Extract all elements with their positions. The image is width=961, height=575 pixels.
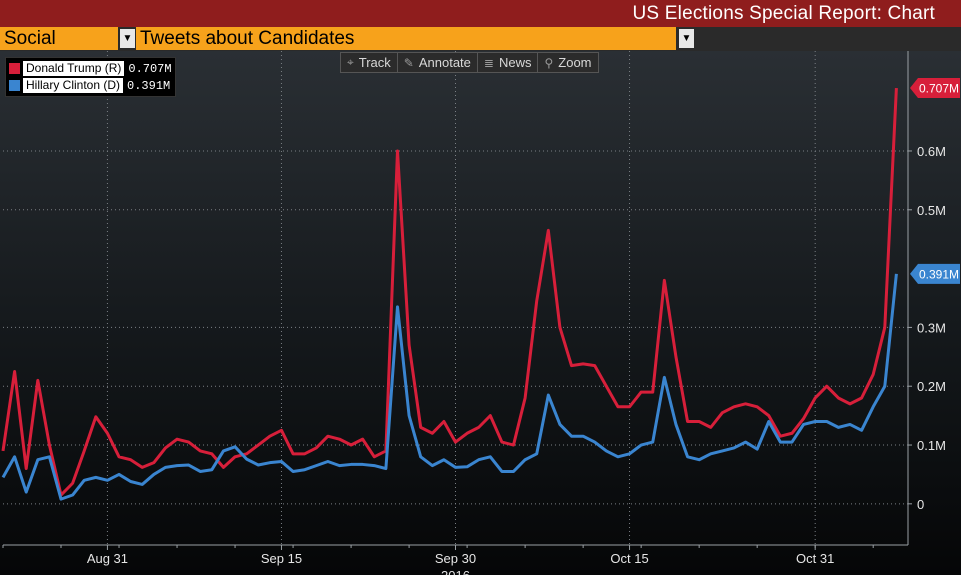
legend-value-trump: 0.707M: [128, 61, 172, 76]
x-tick-label: Sep 15: [261, 551, 302, 566]
category-dropdown-value: Social: [4, 28, 56, 49]
y-tick-label: 0.2M: [917, 379, 946, 394]
annotate-button[interactable]: ✎ Annotate: [398, 53, 478, 72]
y-tick-label: 0.3M: [917, 320, 946, 335]
x-tick-label: Oct 15: [610, 551, 648, 566]
pencil-icon: ✎: [403, 55, 414, 70]
line-chart[interactable]: 0 0.1M 0.2M 0.3M 0.5M 0.6M Aug 31 Sep 15 Sep 30 O…: [0, 51, 961, 575]
last-value-tag-bg-clinton: [910, 263, 960, 284]
series-line-clinton[interactable]: [1, 273, 898, 501]
y-tick-label: 0.1M: [917, 438, 946, 453]
category-dropdown[interactable]: Social: [0, 27, 118, 50]
window-title: US Elections Special Report: Chart: [632, 3, 935, 24]
category-chevron-down-icon[interactable]: ▼: [120, 29, 135, 48]
legend-name-clinton: Hillary Clinton (D): [23, 78, 124, 93]
news-button[interactable]: ≣ News: [478, 53, 539, 72]
x-tick-label: Oct 31: [796, 551, 834, 566]
track-label: Track: [358, 55, 391, 70]
last-value-tag-trump: 0.707M: [910, 78, 960, 99]
metric-chevron-down-icon[interactable]: ▼: [679, 29, 694, 48]
grid-layer: [3, 51, 908, 545]
axis-layer: [2, 51, 912, 550]
series-layer: [1, 87, 898, 501]
annotate-label: Annotate: [418, 55, 471, 70]
x-tick-label: Sep 30: [435, 551, 476, 566]
track-button[interactable]: ⌖ Track: [341, 53, 398, 72]
news-icon: ≣: [483, 55, 494, 70]
series-line-trump[interactable]: [1, 87, 898, 497]
metric-dropdown-value: Tweets about Candidates: [140, 28, 355, 49]
controls-bar: Social ▼ Tweets about Candidates ▼: [0, 27, 961, 51]
zoom-button[interactable]: ⚲ Zoom: [538, 53, 597, 72]
last-value-tag-bg-trump: [910, 78, 960, 99]
legend-swatch-clinton: [9, 80, 20, 91]
last-value-tag-clinton: 0.391M: [910, 263, 960, 284]
crosshair-icon: ⌖: [347, 55, 354, 69]
zoom-label: Zoom: [558, 55, 592, 70]
legend-swatch-trump: [9, 63, 20, 74]
last-value-label-trump: 0.707M: [919, 82, 959, 96]
x-year-label: 2016: [441, 568, 470, 575]
last-value-label-clinton: 0.391M: [919, 267, 959, 281]
chart-legend: Donald Trump (R) 0.707M Hillary Clinton …: [5, 57, 176, 97]
y-tick-label: 0.6M: [917, 144, 946, 159]
legend-entry-clinton[interactable]: Hillary Clinton (D) 0.391M: [9, 77, 172, 94]
magnifier-icon: ⚲: [544, 55, 554, 70]
news-label: News: [498, 55, 532, 70]
y-tick-label: 0: [917, 497, 924, 512]
metric-dropdown[interactable]: Tweets about Candidates: [136, 27, 676, 50]
x-tick-label: Aug 31: [87, 551, 128, 566]
legend-value-clinton: 0.391M: [127, 78, 171, 93]
chart-toolbar: ⌖ Track ✎ Annotate ≣ News ⚲ Zoom: [340, 52, 599, 73]
label-layer: 0 0.1M 0.2M 0.3M 0.5M 0.6M Aug 31 Sep 15 Sep 30 O…: [87, 78, 960, 575]
title-bar: US Elections Special Report: Chart: [0, 0, 961, 28]
legend-name-trump: Donald Trump (R): [23, 61, 125, 76]
chart-background: [0, 51, 961, 575]
y-tick-label: 0.5M: [917, 203, 946, 218]
legend-entry-trump[interactable]: Donald Trump (R) 0.707M: [9, 60, 172, 77]
